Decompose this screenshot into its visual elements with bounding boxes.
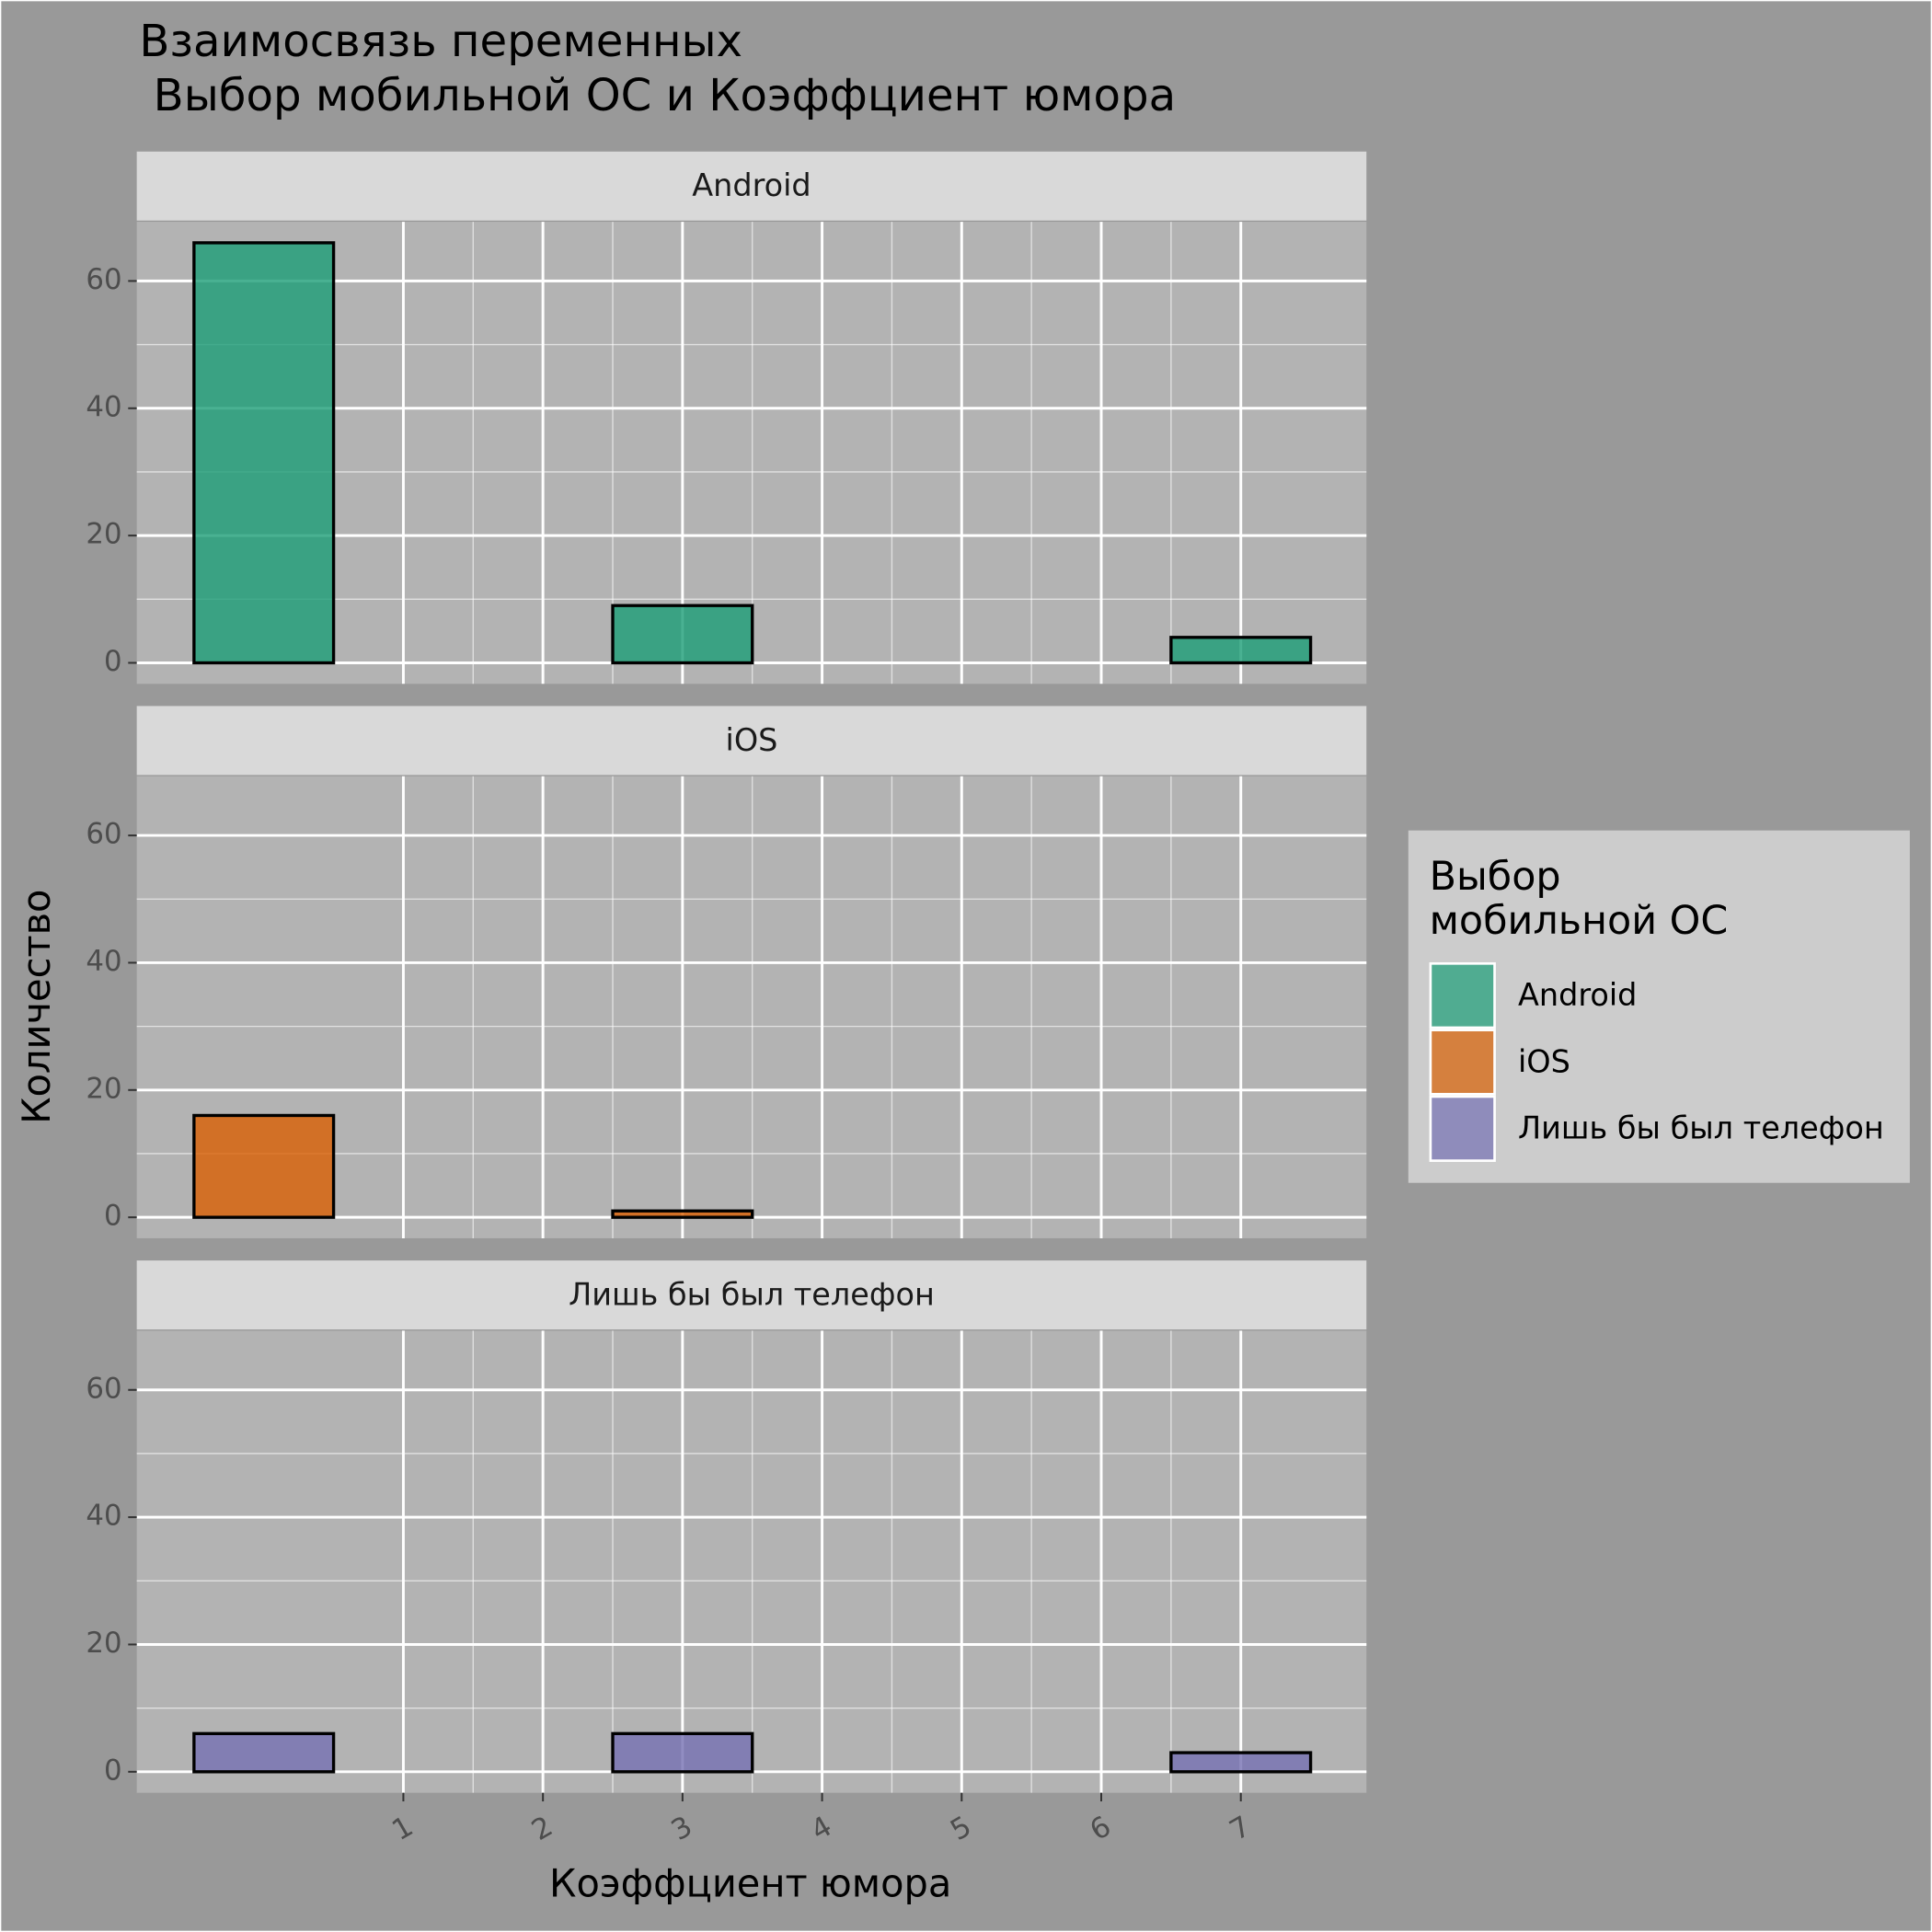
y-tick-label: 60 [86,818,121,851]
y-tick-label: 40 [86,1500,121,1533]
y-tick-label: 20 [86,1627,121,1660]
y-tick-label: 20 [86,1072,121,1105]
y-tick-label: 40 [86,390,121,423]
legend-title: Выбор мобильной ОС [1430,853,1729,943]
y-tick-label: 20 [86,518,121,551]
bar [611,1731,754,1774]
facet-label: iOS [726,722,778,758]
y-tick-label: 0 [104,645,122,678]
legend-label: iOS [1518,1043,1570,1079]
facet-strip [136,706,1367,776]
panel [136,1330,1367,1793]
y-tick-label: 60 [86,1372,121,1405]
bar [192,1113,336,1219]
bar [192,241,336,665]
x-axis-label: Коэффциент юмора [549,1860,951,1905]
bar [611,604,754,665]
y-tick-label: 40 [86,945,121,978]
bar [1169,636,1313,665]
legend-key [1429,961,1496,1029]
text: Выбор мобильной ОС [1430,853,1729,943]
legend-key [1429,1095,1496,1162]
facet-strip [136,1260,1367,1330]
y-tick-label: 60 [86,263,121,296]
legend-key [1429,1029,1496,1096]
y-axis-label: Количество [14,890,59,1124]
bar [611,1209,754,1219]
facet-label: Лишь бы был телефон [569,1276,935,1312]
text: Взаимосвязь переменных Выбор мобильной О… [139,16,1176,121]
facet-label: Android [692,167,811,203]
y-tick-label: 0 [104,1200,122,1233]
bar [192,1731,336,1774]
y-tick-label: 0 [104,1754,122,1787]
legend-label: Android [1518,977,1637,1013]
facet-strip [136,151,1367,221]
legend-label: Лишь бы был телефон [1518,1110,1884,1146]
panel [136,776,1367,1238]
chart-title: Взаимосвязь переменных Выбор мобильной О… [139,16,1176,121]
bar [1169,1751,1313,1774]
